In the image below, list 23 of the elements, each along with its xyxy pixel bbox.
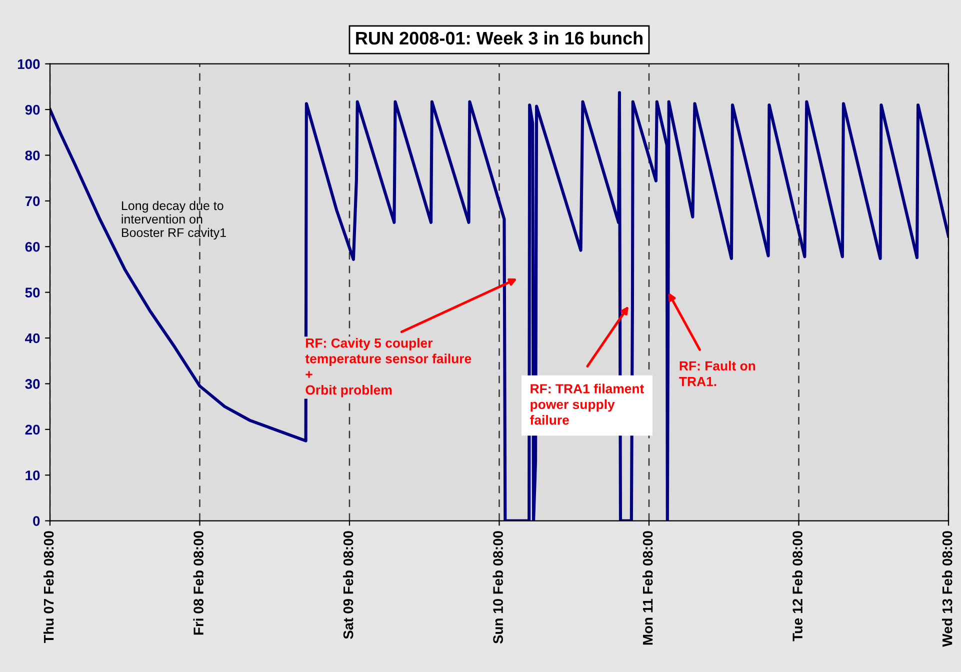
y-tick-label: 50 bbox=[25, 288, 40, 298]
y-tick-label: 70 bbox=[25, 196, 40, 206]
y-tick-label: 80 bbox=[25, 150, 40, 160]
y-tick-label: 100 bbox=[18, 59, 40, 70]
chart-title: RUN 2008-01: Week 3 in 16 bunch bbox=[356, 31, 642, 45]
x-tick-label: Thu 07 Feb 08:00 bbox=[44, 531, 54, 644]
x-tick-label: Sat 09 Feb 08:00 bbox=[343, 531, 354, 639]
y-tick-label: 90 bbox=[25, 104, 40, 115]
annotation: RF: Fault on TRA1. bbox=[679, 360, 756, 386]
x-tick-label: Mon 11 Feb 08:00 bbox=[642, 531, 653, 645]
y-tick-label: 40 bbox=[25, 333, 40, 344]
y-tick-label: 10 bbox=[26, 470, 40, 480]
y-tick-label: 30 bbox=[25, 379, 40, 389]
x-tick-label: Tue 12 Feb 08:00 bbox=[792, 531, 802, 642]
annotation: Long decay due to intervention on Booster RF cavity1 bbox=[122, 200, 226, 240]
annotation: RF: Cavity 5 coupler temperature sensor failure + Orbit problem bbox=[305, 338, 472, 398]
x-tick-label: Wed 13 Feb 08:00 bbox=[942, 531, 952, 647]
x-tick-label: Fri 08 Feb 08:00 bbox=[193, 531, 204, 635]
y-tick-label: 0 bbox=[33, 516, 40, 526]
annotation: RF: TRA1 filament power supply failure bbox=[530, 384, 644, 425]
y-tick-label: 60 bbox=[25, 242, 40, 252]
y-tick-label: 20 bbox=[25, 424, 40, 435]
x-tick-label: Sun 10 Feb 08:00 bbox=[492, 531, 503, 644]
